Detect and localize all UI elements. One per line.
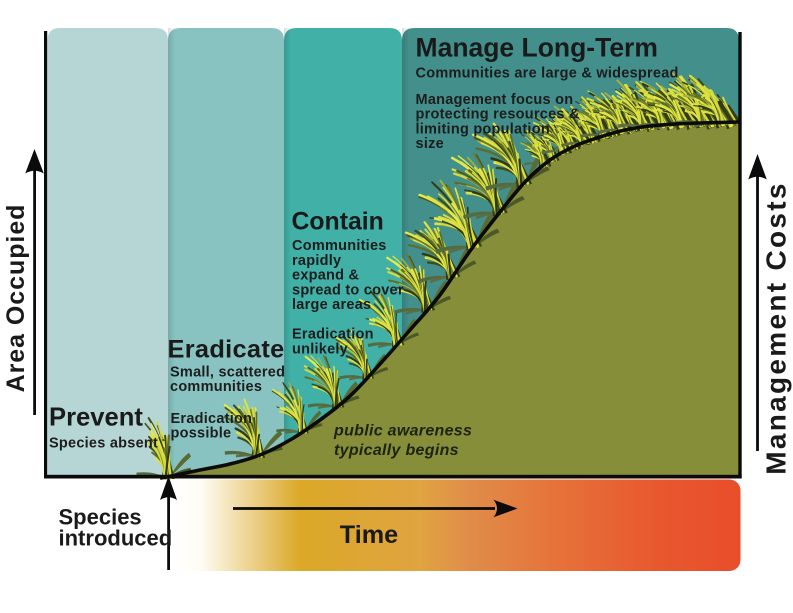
svg-text:Manage Long-Term: Manage Long-Term: [416, 32, 658, 62]
svg-text:Area Occupied: Area Occupied: [2, 204, 30, 393]
svg-text:Eradicate: Eradicate: [168, 336, 285, 364]
svg-text:Communities are large & widesp: Communities are large & widespread: [416, 66, 679, 82]
svg-text:Prevent: Prevent: [49, 404, 143, 432]
svg-text:Species absent: Species absent: [49, 436, 158, 452]
svg-text:Management Costs: Management Costs: [760, 181, 791, 475]
svg-text:Contain: Contain: [292, 209, 384, 236]
svg-text:Time: Time: [340, 521, 398, 549]
